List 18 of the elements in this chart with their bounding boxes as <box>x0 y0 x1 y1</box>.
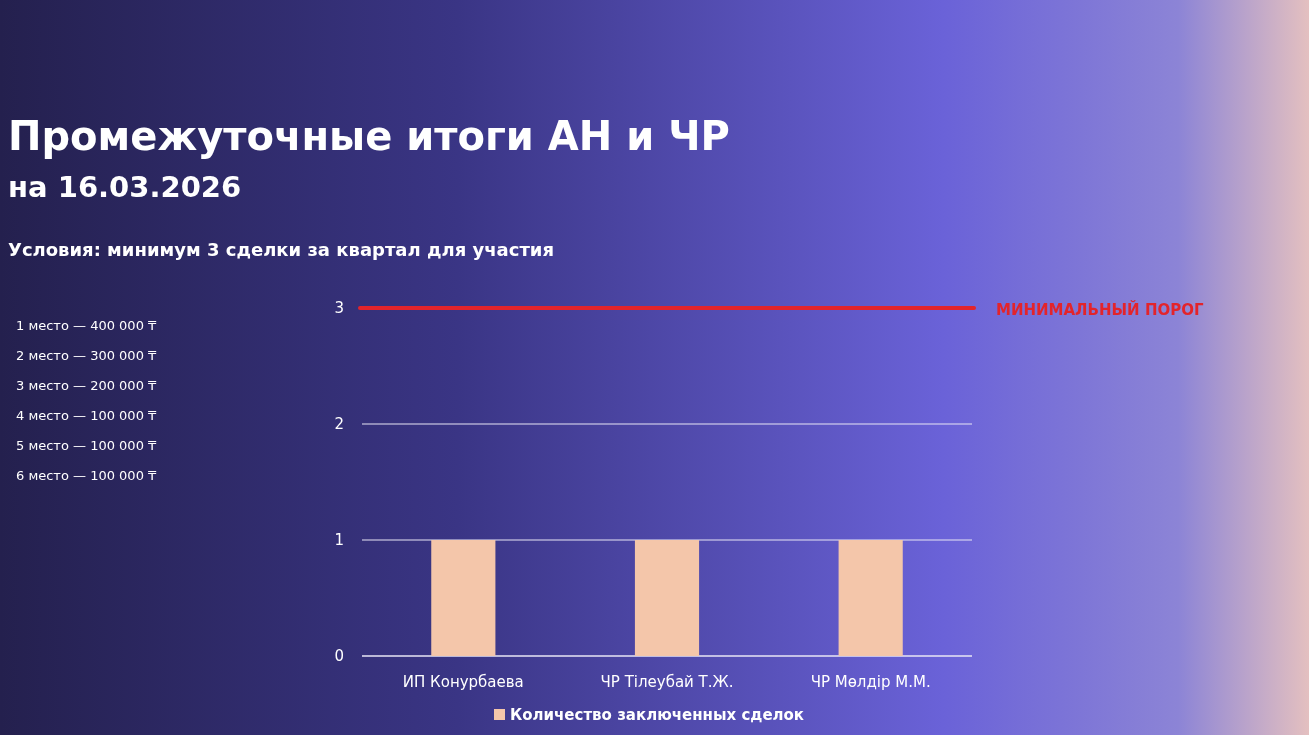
ref-line-label: МИНИМАЛЬНЫЙ ПОРОГ <box>996 299 1204 319</box>
text: Условия: минимум 3 сделки за квартал для участия <box>8 239 555 260</box>
y-tick-label: 0 <box>334 647 344 666</box>
text: 2 место — 300 000 ₸ <box>16 348 158 363</box>
y-tick-label: 1 <box>334 531 344 550</box>
y-tick-label: 2 <box>334 415 344 434</box>
y-tick-label: 3 <box>334 299 344 318</box>
text: 3 место — 200 000 ₸ <box>16 378 158 393</box>
text: 5 место — 100 000 ₸ <box>16 438 158 453</box>
text: на 16.03.2026 <box>8 170 242 204</box>
text: 4 место — 100 000 ₸ <box>16 408 158 423</box>
x-tick-label: ЧР Мөлдір М.М. <box>810 673 931 691</box>
text: 6 место — 100 000 ₸ <box>16 468 158 483</box>
text: 1 место — 400 000 ₸ <box>16 318 158 333</box>
legend-label: Количество заключенных сделок <box>510 706 805 724</box>
x-tick-label: ЧР Тілеубай Т.Ж. <box>600 673 734 691</box>
x-tick-label: ИП Конурбаева <box>402 673 524 691</box>
chart-title: Промежуточные итоги АН и ЧР <box>8 113 730 159</box>
